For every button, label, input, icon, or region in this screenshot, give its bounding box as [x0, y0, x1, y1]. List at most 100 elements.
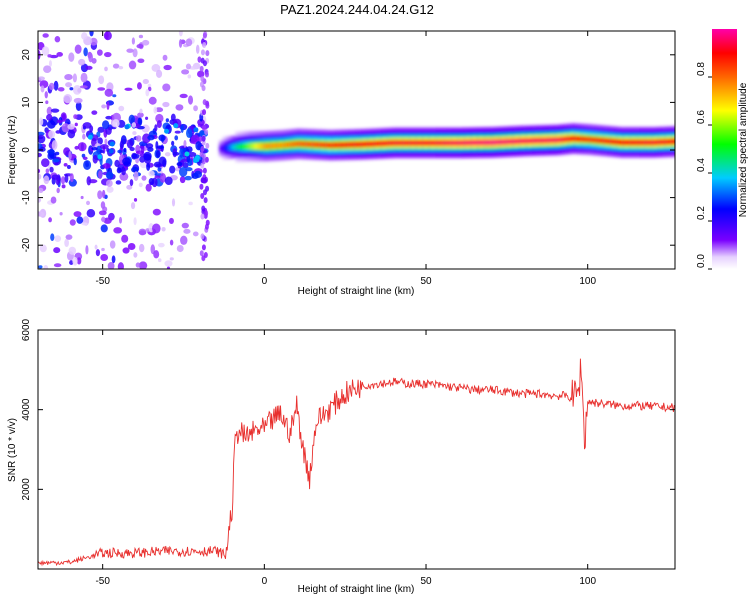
noise-spot	[108, 148, 114, 154]
noise-blob	[48, 217, 52, 223]
noise-blob	[80, 63, 89, 73]
noise-blob	[99, 150, 104, 154]
ridge-cell	[616, 139, 621, 145]
snr-panel: -50 0 50 100 2000 4000 6000 Height of straight…	[7, 318, 676, 595]
noise-blob	[204, 210, 209, 217]
noise-blob	[80, 72, 88, 83]
noise-blob	[91, 146, 98, 151]
ridge-cell	[390, 140, 395, 146]
noise-blob	[38, 173, 42, 180]
noise-blob	[104, 88, 114, 97]
noise-blob	[38, 211, 45, 217]
noise-blob	[101, 216, 106, 223]
spectrogram-ticks: -50 0 50 100 -20 -10 0 10 20	[21, 31, 675, 287]
noise-blob	[69, 260, 74, 266]
noise-blob	[104, 138, 108, 145]
noise-blob	[80, 195, 84, 200]
ridge-cell	[377, 140, 382, 147]
noise-blob	[66, 164, 71, 170]
noise-blob	[76, 216, 84, 224]
x-tick-label: -50	[95, 576, 110, 587]
noise-blob	[164, 152, 171, 157]
ridge-cell	[280, 142, 285, 149]
noise-blob	[38, 168, 41, 174]
noise-blob	[199, 250, 204, 257]
noise-spot	[164, 128, 170, 134]
spectrogram-panel: -50 0 50 100 -20 -10 0 10 20 Height of straight …	[7, 30, 676, 297]
noise-blob	[51, 174, 59, 180]
ridge-cell	[254, 143, 259, 150]
noise-blob	[169, 239, 174, 246]
noise-blob	[176, 245, 184, 253]
noise-blob	[43, 65, 52, 73]
noise-blob	[174, 130, 181, 134]
ridge-cell	[380, 140, 385, 147]
snr-line	[38, 358, 675, 567]
noise-blob	[97, 126, 105, 133]
noise-blob	[38, 131, 45, 136]
noise-blob	[45, 100, 49, 105]
noise-blob	[102, 162, 111, 169]
noise-blob	[136, 43, 144, 49]
noise-blob	[67, 123, 75, 130]
x-tick-label: 50	[420, 576, 432, 587]
ridge-cell	[600, 137, 605, 144]
noise-blob	[166, 266, 171, 269]
noise-blob	[54, 36, 61, 43]
noise-blob	[179, 176, 186, 184]
ridge-cell	[435, 140, 440, 146]
noise-blob	[128, 60, 137, 70]
noise-blob	[126, 48, 134, 53]
ridge-cell	[312, 141, 317, 148]
ridge-cell	[400, 140, 404, 146]
y-tick-label: 4000	[21, 398, 32, 421]
ridge-cell	[299, 141, 304, 147]
ridge-cell	[345, 141, 350, 148]
noise-blob	[132, 131, 137, 135]
noise-blob	[68, 150, 72, 160]
noise-blob	[135, 262, 141, 268]
ridge-cell	[584, 136, 589, 143]
ridge-cell	[590, 136, 595, 143]
noise-blob	[164, 176, 173, 186]
ridge-cell	[645, 139, 650, 146]
noise-blob	[69, 219, 76, 226]
noise-blob	[186, 146, 193, 153]
x-tick-label: 0	[262, 276, 268, 287]
noise-blob	[46, 106, 53, 116]
ridge-cell	[526, 138, 531, 144]
noise-blob	[140, 143, 145, 154]
ridge-cell	[358, 141, 362, 148]
ridge-cell	[432, 140, 437, 146]
noise-blob	[123, 147, 127, 153]
noise-blob	[38, 265, 43, 269]
noise-blob	[155, 150, 160, 158]
noise-blob	[188, 201, 193, 206]
noise-blob	[185, 38, 193, 47]
noise-blob	[200, 145, 205, 152]
noise-blob	[137, 82, 142, 90]
noise-blob	[81, 222, 88, 226]
noise-blob	[205, 50, 210, 57]
ridge-cell	[513, 138, 518, 145]
noise-blob	[92, 154, 98, 164]
ridge-cell	[341, 142, 346, 148]
ridge-cell	[487, 139, 492, 146]
noise-blob	[142, 78, 149, 85]
colorbar-tick-label: 0.8	[696, 62, 707, 76]
ridge-cell	[471, 139, 476, 146]
noise-blob	[64, 173, 69, 183]
noise-blob	[157, 167, 162, 172]
ridge-cell	[655, 139, 660, 146]
ridge-cell	[668, 138, 673, 145]
spectrogram-noise-region	[38, 31, 210, 269]
ridge-cell	[219, 145, 223, 152]
noise-blob	[42, 33, 49, 38]
ridge-cell	[238, 143, 243, 150]
ridge-cell	[571, 135, 576, 142]
noise-blob	[181, 222, 189, 229]
noise-blob	[178, 31, 183, 37]
noise-blob	[131, 122, 137, 128]
ridge-cell	[455, 140, 459, 146]
noise-blob	[197, 70, 205, 78]
